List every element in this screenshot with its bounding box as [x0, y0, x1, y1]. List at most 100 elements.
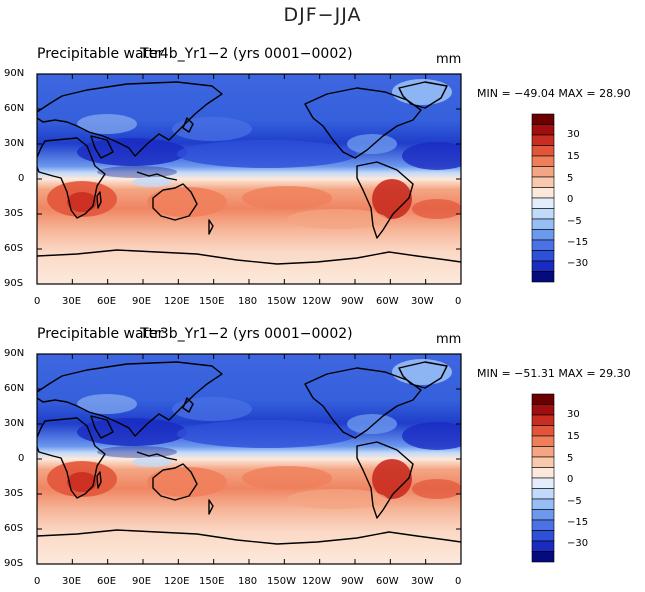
colorbar-swatch — [531, 155, 555, 167]
colorbar-swatch — [531, 425, 555, 437]
p1-ylabel-60n: 60N — [4, 103, 25, 114]
p1-cbar-label-m15: −15 — [567, 237, 589, 248]
p2-ylabel-30n: 30N — [4, 418, 25, 429]
p2-cbar-label-5: 5 — [567, 453, 574, 464]
p2-cbar-label-0: 0 — [567, 474, 574, 485]
main-title: DJF−JJA — [283, 4, 362, 26]
p1-cbar-label-0: 0 — [567, 194, 574, 205]
p1-xlabel-30e: 30E — [62, 296, 82, 307]
colorbar-swatch — [531, 250, 555, 262]
p2-cbar-label-15: 15 — [567, 431, 580, 442]
p2-xlabel-60w: 60W — [376, 576, 399, 587]
p2-xlabel-0: 0 — [34, 576, 41, 587]
p2-xlabel-90w: 90W — [341, 576, 364, 587]
colorbar-swatch — [531, 530, 555, 542]
p2-cbar-label-m15: −15 — [567, 517, 589, 528]
colorbar-swatch — [531, 414, 555, 426]
p2-xlabel-120w: 120W — [302, 576, 331, 587]
colorbar-swatch — [531, 404, 555, 416]
colorbar-swatch — [531, 393, 555, 405]
colorbar-swatch — [531, 498, 555, 510]
p1-xlabel-90e: 90E — [132, 296, 152, 307]
p1-xlabel-120e: 120E — [164, 296, 190, 307]
colorbar-swatch — [531, 488, 555, 500]
panel-1-minmax: MIN = −49.04 MAX = 28.90 — [477, 87, 631, 100]
colorbar-swatch — [531, 435, 555, 447]
panel-1-map — [37, 74, 461, 284]
colorbar-swatch — [531, 145, 555, 157]
p1-ylabel-30s: 30S — [4, 208, 24, 219]
colorbar-swatch — [531, 456, 555, 468]
p1-xlabel-150w: 150W — [267, 296, 296, 307]
p2-xlabel-120e: 120E — [164, 576, 190, 587]
colorbar-swatch — [531, 187, 555, 199]
panel-1-units: mm — [436, 52, 462, 67]
panel-1-ticks — [36, 73, 462, 285]
p1-xlabel-60e: 60E — [97, 296, 117, 307]
colorbar-swatch — [531, 519, 555, 531]
p2-xlabel-30e: 30E — [62, 576, 82, 587]
colorbar-swatch — [531, 467, 555, 479]
colorbar-swatch — [531, 260, 555, 272]
colorbar-swatch — [531, 197, 555, 209]
p2-ylabel-60n: 60N — [4, 383, 25, 394]
colorbar-swatch — [531, 509, 555, 521]
panel-2-map — [37, 354, 461, 564]
p1-xlabel-60w: 60W — [376, 296, 399, 307]
p1-cbar-label-m5: −5 — [567, 216, 582, 227]
p1-xlabel-30w: 30W — [411, 296, 434, 307]
p2-xlabel-150e: 150E — [199, 576, 225, 587]
p1-xlabel-120w: 120W — [302, 296, 331, 307]
p2-ylabel-90s: 90S — [4, 558, 24, 569]
p1-xlabel-0: 0 — [34, 296, 41, 307]
panel-2-minmax: MIN = −51.31 MAX = 29.30 — [477, 367, 631, 380]
colorbar-swatch — [531, 477, 555, 489]
p1-ylabel-90s: 90S — [4, 278, 24, 289]
p2-ylabel-eq: 0 — [18, 453, 25, 464]
panel-2-colorbar — [531, 393, 555, 563]
colorbar-swatch — [531, 540, 555, 552]
p2-xlabel-90e: 90E — [132, 576, 152, 587]
p2-ylabel-90n: 90N — [4, 348, 25, 359]
p2-ylabel-60s: 60S — [4, 523, 24, 534]
colorbar-swatch — [531, 271, 555, 283]
panel-1-title-case: Ttr4b_Yr1−2 (yrs 0001−0002) — [140, 46, 353, 62]
colorbar-swatch — [531, 208, 555, 220]
p1-cbar-label-15: 15 — [567, 151, 580, 162]
p2-xlabel-60e: 60E — [97, 576, 117, 587]
colorbar-swatch — [531, 176, 555, 188]
p2-cbar-label-m5: −5 — [567, 496, 582, 507]
p2-xlabel-30w: 30W — [411, 576, 434, 587]
panel-2-title-variable: Precipitable water — [37, 326, 164, 342]
p2-cbar-label-30: 30 — [567, 409, 580, 420]
colorbar-swatch — [531, 239, 555, 251]
p1-xlabel-90w: 90W — [341, 296, 364, 307]
p2-cbar-label-m30: −30 — [567, 538, 589, 549]
colorbar-swatch — [531, 551, 555, 563]
p1-ylabel-eq: 0 — [18, 173, 25, 184]
panel-2-units: mm — [436, 332, 462, 347]
p2-xlabel-180: 180 — [238, 576, 258, 587]
p1-xlabel-150e: 150E — [199, 296, 225, 307]
colorbar-swatch — [531, 124, 555, 136]
p1-ylabel-30n: 30N — [4, 138, 25, 149]
colorbar-swatch — [531, 166, 555, 178]
panel-2-ticks — [36, 353, 462, 565]
panel-2-title-case: Ttr3b_Yr1−2 (yrs 0001−0002) — [140, 326, 353, 342]
p2-xlabel-0-end: 0 — [455, 576, 462, 587]
panel-1-colorbar — [531, 113, 555, 283]
colorbar-swatch — [531, 113, 555, 125]
p2-xlabel-150w: 150W — [267, 576, 296, 587]
colorbar-swatch — [531, 218, 555, 230]
p1-xlabel-180: 180 — [238, 296, 258, 307]
p1-cbar-label-5: 5 — [567, 173, 574, 184]
p1-ylabel-90n: 90N — [4, 68, 25, 79]
colorbar-swatch — [531, 229, 555, 241]
p1-xlabel-0-end: 0 — [455, 296, 462, 307]
panel-1-title-variable: Precipitable water — [37, 46, 164, 62]
p2-ylabel-30s: 30S — [4, 488, 24, 499]
colorbar-swatch — [531, 446, 555, 458]
colorbar-swatch — [531, 134, 555, 146]
p1-cbar-label-30: 30 — [567, 129, 580, 140]
